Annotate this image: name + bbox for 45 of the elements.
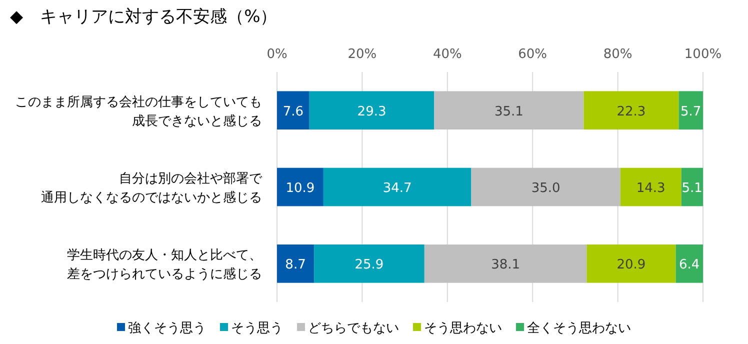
legend-label: 全くそう思わない: [527, 321, 631, 336]
data-label: 6.4: [679, 258, 700, 273]
data-label: 14.3: [636, 181, 666, 196]
y-tick-label: このまま所属する会社の仕事をしていても成長できないと感じる: [15, 94, 262, 129]
y-tick-label: 学生時代の友人・知人と比べて、差をつけられているように感じる: [67, 248, 262, 282]
bar: [309, 91, 434, 130]
bar: [277, 168, 324, 206]
y-tick-label: 自分は別の会社や部署で通用しなくなるのではないかと感じる: [41, 172, 263, 206]
legend-label: 強くそう思う: [128, 321, 206, 336]
data-label: 35.0: [531, 181, 560, 196]
bar: [620, 168, 682, 206]
legend-label: どちらでもない: [308, 321, 399, 336]
x-tick-label: 60%: [518, 47, 548, 62]
data-label: 10.9: [286, 181, 315, 196]
chart-title: ◆ キャリアに対する不安感（%）: [10, 7, 278, 27]
bar: [584, 91, 679, 130]
x-tick-label: 80%: [603, 47, 632, 62]
data-label: 5.7: [680, 104, 702, 120]
bar: [586, 244, 676, 283]
x-tick-label: 100%: [684, 47, 722, 62]
data-label: 25.9: [354, 258, 384, 273]
bar: [471, 168, 620, 206]
bar: [678, 91, 703, 130]
legend-label: そう思わない: [424, 321, 502, 336]
x-tick-label: 0%: [266, 47, 288, 62]
bar: [424, 244, 587, 283]
data-label: 20.9: [616, 258, 646, 273]
data-label: 7.6: [282, 104, 304, 120]
bar: [323, 168, 472, 206]
data-label: 34.7: [382, 181, 412, 196]
x-tick-label: 20%: [348, 47, 377, 62]
data-label: 35.1: [494, 104, 524, 120]
data-label: 8.7: [285, 258, 306, 273]
data-label: 29.3: [357, 104, 386, 120]
data-label: 22.3: [616, 104, 646, 120]
data-label: 5.1: [682, 181, 702, 196]
data-label: 38.1: [491, 258, 520, 273]
bar: [277, 244, 314, 283]
legend-label: そう思う: [231, 321, 283, 336]
bar: [681, 168, 703, 206]
bar: [277, 91, 310, 130]
bar: [314, 244, 424, 283]
x-tick-label: 40%: [432, 47, 462, 62]
bar: [676, 244, 703, 283]
bar: [434, 91, 584, 130]
